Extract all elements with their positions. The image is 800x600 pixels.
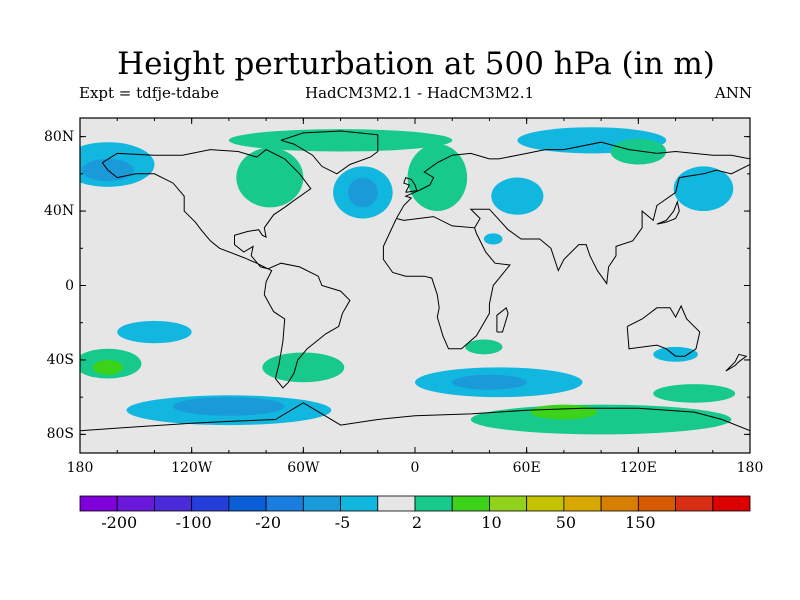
- coastline-asia-south: [469, 164, 750, 285]
- coastline-greenland: [280, 130, 379, 175]
- anomaly-region-south-pacific-high-core: [93, 359, 123, 375]
- anomaly-region-north-america-high: [236, 147, 304, 208]
- lat-tick-label: 80N: [44, 128, 75, 145]
- colorbar-swatch: [712, 495, 751, 512]
- colorbar-label: 50: [555, 513, 577, 532]
- lon-tick-label: 0: [410, 460, 420, 476]
- season-label: ANN: [714, 84, 752, 102]
- colorbar-swatch: [637, 495, 676, 512]
- anomaly-region-central-asia-low: [491, 177, 544, 215]
- anomaly-region-antarctic-high-core: [530, 404, 598, 420]
- colorbar-swatch: [79, 495, 118, 512]
- anomaly-region-arctic-high: [228, 129, 453, 152]
- lon-tick-label: 180: [736, 460, 764, 476]
- lon-tick-label: 60W: [287, 460, 320, 476]
- coastline-madagascar: [496, 306, 509, 333]
- anomaly-region-east-asia-high: [610, 138, 667, 165]
- coastline-europe-africa: [395, 141, 750, 219]
- colorbar-label: -200: [101, 513, 138, 532]
- lat-tick-label: 0: [65, 277, 74, 294]
- colorbar-swatch: [414, 495, 453, 512]
- anomaly-region-antarctic-high: [470, 404, 732, 435]
- anomaly-region-southern-ocean-low-west-core: [173, 397, 285, 416]
- colorbar-swatch: [675, 495, 714, 512]
- colorbar-swatch: [563, 495, 602, 512]
- lon-tick-label: 180: [66, 460, 94, 476]
- page-title: Height perturbation at 500 hPa (in m): [117, 46, 715, 82]
- anomaly-region-southern-ocean-low-east-core: [452, 374, 527, 390]
- colorbar-label: 150: [625, 513, 656, 532]
- colorbar-swatch: [302, 495, 341, 512]
- colorbar-swatch: [489, 495, 528, 512]
- coastline-africa: [382, 216, 511, 350]
- coastline-new-zealand: [725, 353, 748, 372]
- colorbar-swatch: [116, 495, 155, 512]
- colorbar-label: -20: [255, 513, 281, 532]
- coastline-antarctica: [80, 402, 750, 432]
- colorbar-label: 2: [411, 513, 423, 532]
- colorbar-label: -100: [175, 513, 212, 532]
- coastline-south-america: [263, 262, 351, 389]
- coastline-uk: [403, 176, 418, 193]
- colorbar-label: 10: [481, 513, 502, 532]
- anomaly-region-south-atlantic-high: [465, 339, 503, 355]
- lat-tick-label: 40N: [44, 203, 75, 220]
- colorbar-swatch: [265, 495, 304, 512]
- colorbar-swatch: [377, 495, 416, 512]
- lon-tick-label: 120E: [619, 460, 657, 476]
- anomaly-region-new-zealand-high: [653, 384, 736, 403]
- lat-tick-label: 40S: [46, 351, 74, 368]
- model-label: HadCM3M2.1 - HadCM3M2.1: [305, 84, 535, 102]
- anomaly-region-south-pacific-low: [117, 320, 192, 344]
- colorbar-label: -5: [334, 513, 351, 532]
- colorbar-swatch: [451, 495, 490, 512]
- coastline-australia: [626, 304, 701, 357]
- colorbar-swatch: [154, 495, 193, 512]
- experiment-label: Expt = tdfje-tdabe: [79, 84, 219, 102]
- anomaly-region-arabia-low: [483, 233, 503, 245]
- colorbar-swatch: [340, 495, 379, 512]
- anomaly-region-south-america-high: [262, 352, 345, 383]
- colorbar-swatch: [600, 495, 639, 512]
- lat-tick-label: 80S: [46, 426, 74, 443]
- colorbar-swatch: [228, 495, 267, 512]
- colorbar-swatch: [526, 495, 565, 512]
- anomaly-region-europe-high: [407, 144, 468, 212]
- coastline-japan: [656, 200, 680, 225]
- anomaly-region-north-atlantic-low-core: [348, 177, 378, 208]
- lon-tick-label: 120W: [171, 460, 213, 476]
- lon-tick-label: 60E: [512, 460, 541, 476]
- colorbar-swatch: [191, 495, 230, 512]
- anomaly-region-north-pacific-west-low: [673, 166, 734, 212]
- anomaly-region-australia-south-low: [653, 346, 698, 362]
- coastline-north-america: [101, 149, 312, 270]
